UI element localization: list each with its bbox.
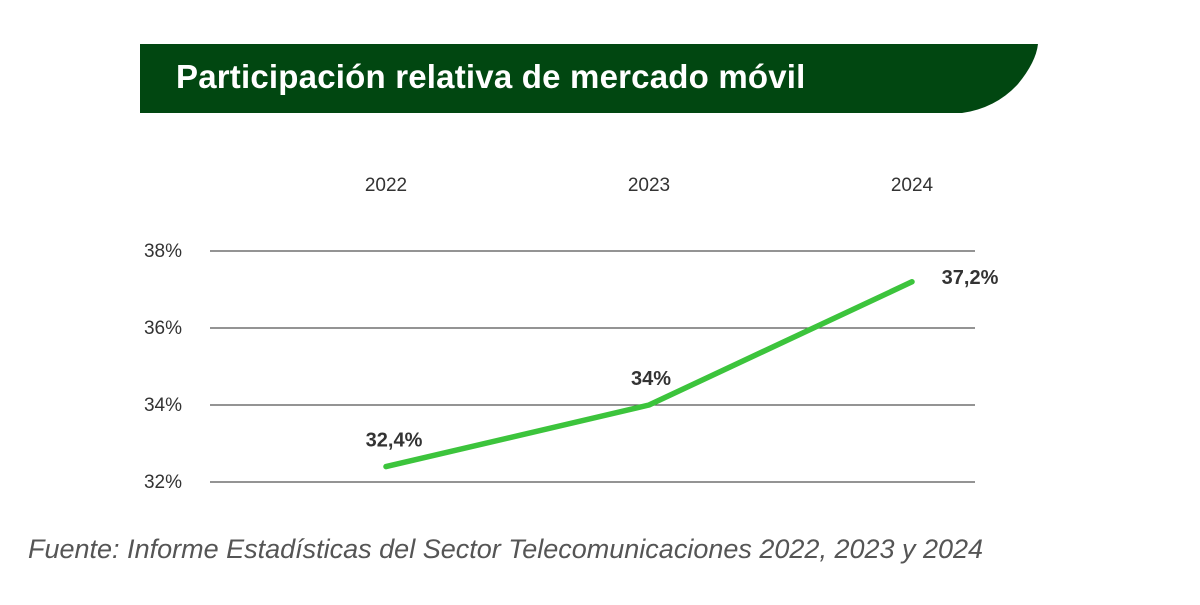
- x-tick-label: 2023: [628, 175, 670, 196]
- data-point: [646, 402, 652, 408]
- x-tick-label: 2022: [365, 175, 407, 196]
- title-banner-shape: [140, 44, 1038, 113]
- data-point: [383, 464, 389, 470]
- y-tick-label: 38%: [144, 241, 182, 262]
- y-tick-label: 34%: [144, 395, 182, 416]
- x-tick-label: 2024: [891, 175, 934, 196]
- data-point: [909, 279, 915, 285]
- y-axis-ticks: 32% 34% 36% 38%: [144, 241, 182, 493]
- title-banner: Participación relativa de mercado móvil: [0, 0, 1200, 130]
- data-label: 37,2%: [942, 267, 999, 289]
- gridlines: [210, 250, 975, 483]
- data-labels: 32,4% 34% 37,2%: [366, 267, 999, 452]
- x-axis-ticks: 2022 2023 2024: [365, 175, 934, 196]
- y-tick-label: 36%: [144, 318, 182, 339]
- data-label: 32,4%: [366, 430, 423, 452]
- data-label: 34%: [631, 368, 671, 390]
- source-note: Fuente: Informe Estadísticas del Sector …: [28, 534, 984, 564]
- series-layer: [383, 279, 915, 470]
- y-tick-label: 32%: [144, 472, 182, 493]
- chart-title: Participación relativa de mercado móvil: [176, 58, 806, 95]
